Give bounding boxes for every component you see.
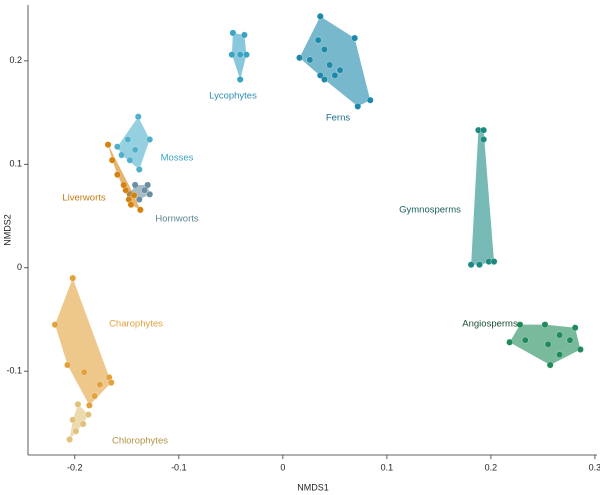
x-axis-label: NMDS1 [297, 482, 329, 492]
y-tick-label: -0.1 [6, 366, 22, 376]
point [236, 51, 244, 59]
point [571, 324, 579, 332]
group-label: Angiosperms [462, 319, 518, 330]
group-hull [471, 130, 495, 265]
point [114, 143, 121, 151]
point [51, 321, 59, 329]
point [556, 351, 563, 359]
y-tick-label: 0.1 [9, 159, 22, 169]
point [566, 336, 574, 344]
point [80, 368, 88, 376]
point [480, 136, 487, 143]
x-tick-label: -0.1 [171, 462, 187, 472]
point [84, 411, 92, 419]
point [506, 338, 513, 346]
point [146, 190, 154, 198]
x-tick-label: 0.3 [589, 462, 600, 472]
point [321, 46, 328, 53]
point [476, 261, 483, 269]
point [544, 340, 552, 348]
x-tick-label: 0 [280, 462, 285, 472]
x-tick-label: 0.1 [381, 462, 394, 472]
point [467, 261, 475, 269]
point [556, 331, 563, 339]
point [336, 66, 344, 74]
point [236, 76, 244, 83]
point [296, 54, 303, 62]
point [134, 113, 142, 121]
point [354, 103, 362, 110]
point [321, 76, 328, 83]
point [96, 381, 104, 389]
point [107, 379, 115, 386]
point [66, 436, 73, 443]
point [131, 181, 139, 189]
point [69, 274, 77, 282]
group-label: Liverworts [62, 193, 106, 204]
point [72, 427, 80, 435]
group-label: Gymnosperms [399, 205, 461, 216]
point [114, 171, 121, 179]
point [316, 13, 324, 20]
group-label: Mosses [161, 153, 194, 164]
point [541, 321, 549, 329]
group-label: Charophytes [109, 319, 163, 330]
point [228, 51, 236, 59]
point [351, 34, 358, 42]
group-hull [117, 116, 150, 170]
point [64, 361, 71, 369]
point [127, 201, 135, 209]
point [130, 191, 138, 199]
point [546, 361, 554, 369]
point [136, 206, 144, 214]
point [120, 181, 128, 189]
point [91, 392, 98, 400]
point [144, 181, 151, 189]
point [86, 401, 93, 409]
point [306, 56, 314, 64]
point [314, 36, 322, 44]
point [74, 400, 82, 408]
group-label: Hornworts [155, 214, 199, 225]
y-axis-label: NMDS2 [2, 214, 12, 246]
point [146, 136, 154, 143]
point [331, 71, 339, 79]
group-hull [55, 278, 112, 406]
group-label: Chlorophytes [112, 436, 168, 447]
x-tick-label: -0.2 [67, 462, 83, 472]
point [480, 126, 487, 134]
y-tick-label: 0.2 [9, 55, 22, 65]
point [316, 71, 324, 79]
point [490, 258, 498, 265]
point [69, 416, 77, 424]
point [241, 31, 248, 39]
point [131, 146, 139, 154]
x-tick-label: 0.2 [485, 462, 498, 472]
y-tick-label: 0 [17, 262, 22, 272]
point [118, 151, 125, 159]
point [104, 141, 112, 149]
point [366, 96, 374, 104]
point [577, 346, 584, 353]
point [243, 51, 250, 59]
group-label: Lycophytes [209, 91, 257, 102]
point [326, 61, 334, 69]
point [124, 136, 132, 143]
point [135, 166, 143, 173]
point [516, 321, 524, 329]
point [141, 186, 148, 194]
point [126, 156, 134, 164]
point [108, 156, 116, 164]
point [79, 420, 87, 428]
group-label: Ferns [326, 113, 351, 124]
point [135, 196, 143, 203]
point [229, 29, 237, 37]
point [521, 336, 529, 344]
